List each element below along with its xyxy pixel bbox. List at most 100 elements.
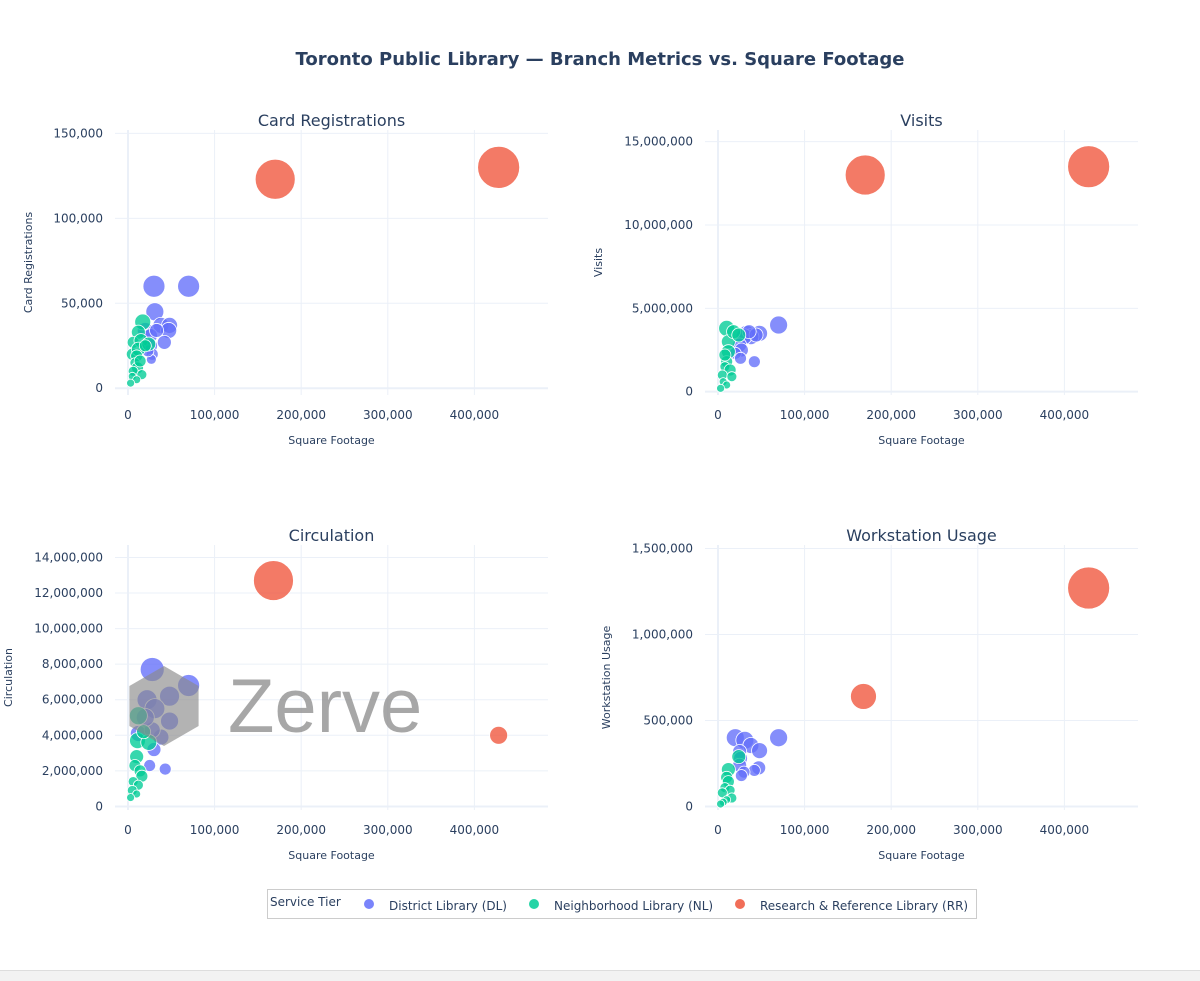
y-axis-label: Workstation Usage	[600, 626, 613, 730]
data-point	[751, 742, 768, 760]
y-tick-label: 0	[685, 800, 693, 814]
watermark-logo-icon	[129, 666, 199, 746]
data-point	[716, 383, 725, 393]
data-point	[734, 351, 747, 365]
subplot-title: Workstation Usage	[846, 526, 997, 545]
bottom-scrollbar	[0, 970, 1200, 981]
data-point	[489, 725, 509, 745]
x-tick-label: 100,000	[780, 823, 830, 837]
watermark-text: Zerve	[228, 664, 422, 749]
data-point	[177, 274, 201, 298]
data-point	[142, 274, 166, 298]
y-tick-label: 150,000	[53, 126, 103, 140]
x-axis-label: Square Footage	[288, 434, 375, 447]
x-axis-label: Square Footage	[878, 849, 965, 862]
legend-label-RR: Research & Reference Library (RR)	[760, 899, 968, 913]
data-point	[731, 749, 747, 765]
series-NL	[125, 313, 157, 388]
legend-label-NL: Neighborhood Library (NL)	[554, 899, 713, 913]
x-axis-label: Square Footage	[878, 434, 965, 447]
data-point	[769, 728, 789, 748]
y-tick-label: 1,500,000	[632, 541, 693, 555]
legend-marker-NL	[529, 899, 539, 909]
data-point	[149, 323, 164, 338]
y-axis-label: Card Registrations	[22, 212, 35, 314]
y-axis-label: Visits	[592, 248, 605, 277]
y-tick-label: 15,000,000	[624, 135, 693, 149]
x-tick-label: 0	[124, 823, 132, 837]
y-tick-label: 50,000	[61, 296, 103, 310]
data-point	[734, 769, 748, 782]
data-point	[126, 378, 135, 388]
legend-title: Service Tier	[270, 895, 341, 909]
x-tick-label: 300,000	[363, 823, 413, 837]
series-NL	[716, 749, 747, 809]
legend-label-DL: District Library (DL)	[389, 899, 507, 913]
legend-marker-RR	[735, 899, 745, 909]
x-tick-label: 300,000	[953, 408, 1003, 422]
x-tick-label: 100,000	[780, 408, 830, 422]
subplot-title: Visits	[900, 111, 942, 130]
subplot-3: 0 100,000 200,000 300,000 400,000 0 2,000,000 4…	[2, 526, 548, 862]
x-tick-label: 0	[714, 823, 722, 837]
y-tick-label: 1,000,000	[632, 627, 693, 641]
y-tick-label: 0	[95, 799, 103, 813]
y-tick-label: 14,000,000	[34, 550, 103, 564]
y-tick-label: 2,000,000	[42, 764, 103, 778]
x-tick-label: 100,000	[190, 823, 240, 837]
series-RR	[850, 566, 1111, 710]
series-RR	[253, 560, 509, 745]
x-tick-label: 300,000	[363, 408, 413, 422]
data-point	[716, 787, 728, 799]
y-tick-label: 10,000,000	[624, 218, 693, 232]
legend-box	[267, 889, 977, 919]
y-tick-label: 6,000,000	[42, 693, 103, 707]
data-point	[716, 799, 725, 809]
x-tick-label: 400,000	[450, 823, 500, 837]
data-point	[1067, 566, 1111, 610]
y-tick-label: 500,000	[643, 714, 693, 728]
data-point	[718, 348, 732, 362]
subplot-1: 0 100,000 200,000 300,000 400,000 0 50,000 100,…	[22, 111, 548, 447]
x-tick-label: 200,000	[866, 408, 916, 422]
data-point	[731, 327, 747, 343]
x-tick-label: 0	[124, 408, 132, 422]
y-tick-label: 0	[685, 385, 693, 399]
data-point	[126, 793, 135, 802]
subplot-2: 0 100,000 200,000 300,000 400,000 0 5,000,000 1…	[592, 111, 1138, 447]
plot-area	[705, 130, 1138, 395]
subplot-title: Card Registrations	[258, 111, 405, 130]
data-point	[253, 560, 294, 601]
watermark: Zerve	[129, 664, 422, 749]
subplot-4: 0 100,000 200,000 300,000 400,000 0 500,000 1,0…	[600, 526, 1138, 862]
x-tick-label: 200,000	[866, 823, 916, 837]
data-point	[726, 371, 738, 383]
legend: Service Tier District Library (DL) Neighbo…	[267, 889, 977, 919]
x-axis-label: Square Footage	[288, 849, 375, 862]
x-tick-label: 200,000	[276, 408, 326, 422]
x-tick-label: 400,000	[1040, 408, 1090, 422]
data-point	[477, 145, 521, 189]
data-point	[1067, 145, 1111, 189]
data-point	[850, 683, 877, 710]
data-point	[158, 762, 172, 776]
subplot-title: Circulation	[289, 526, 375, 545]
data-point	[769, 315, 789, 335]
x-tick-label: 200,000	[276, 823, 326, 837]
x-tick-label: 300,000	[953, 823, 1003, 837]
series-RR	[844, 145, 1111, 196]
x-tick-label: 0	[714, 408, 722, 422]
data-point	[747, 764, 761, 777]
y-tick-label: 8,000,000	[42, 657, 103, 671]
y-tick-label: 5,000,000	[632, 301, 693, 315]
x-tick-label: 400,000	[1040, 823, 1090, 837]
legend-marker-DL	[364, 899, 374, 909]
data-point	[133, 354, 147, 368]
x-tick-label: 100,000	[190, 408, 240, 422]
series-RR	[254, 145, 521, 200]
y-tick-label: 12,000,000	[34, 586, 103, 600]
data-point	[254, 158, 296, 200]
series-NL	[716, 319, 747, 393]
data-point	[156, 334, 172, 350]
